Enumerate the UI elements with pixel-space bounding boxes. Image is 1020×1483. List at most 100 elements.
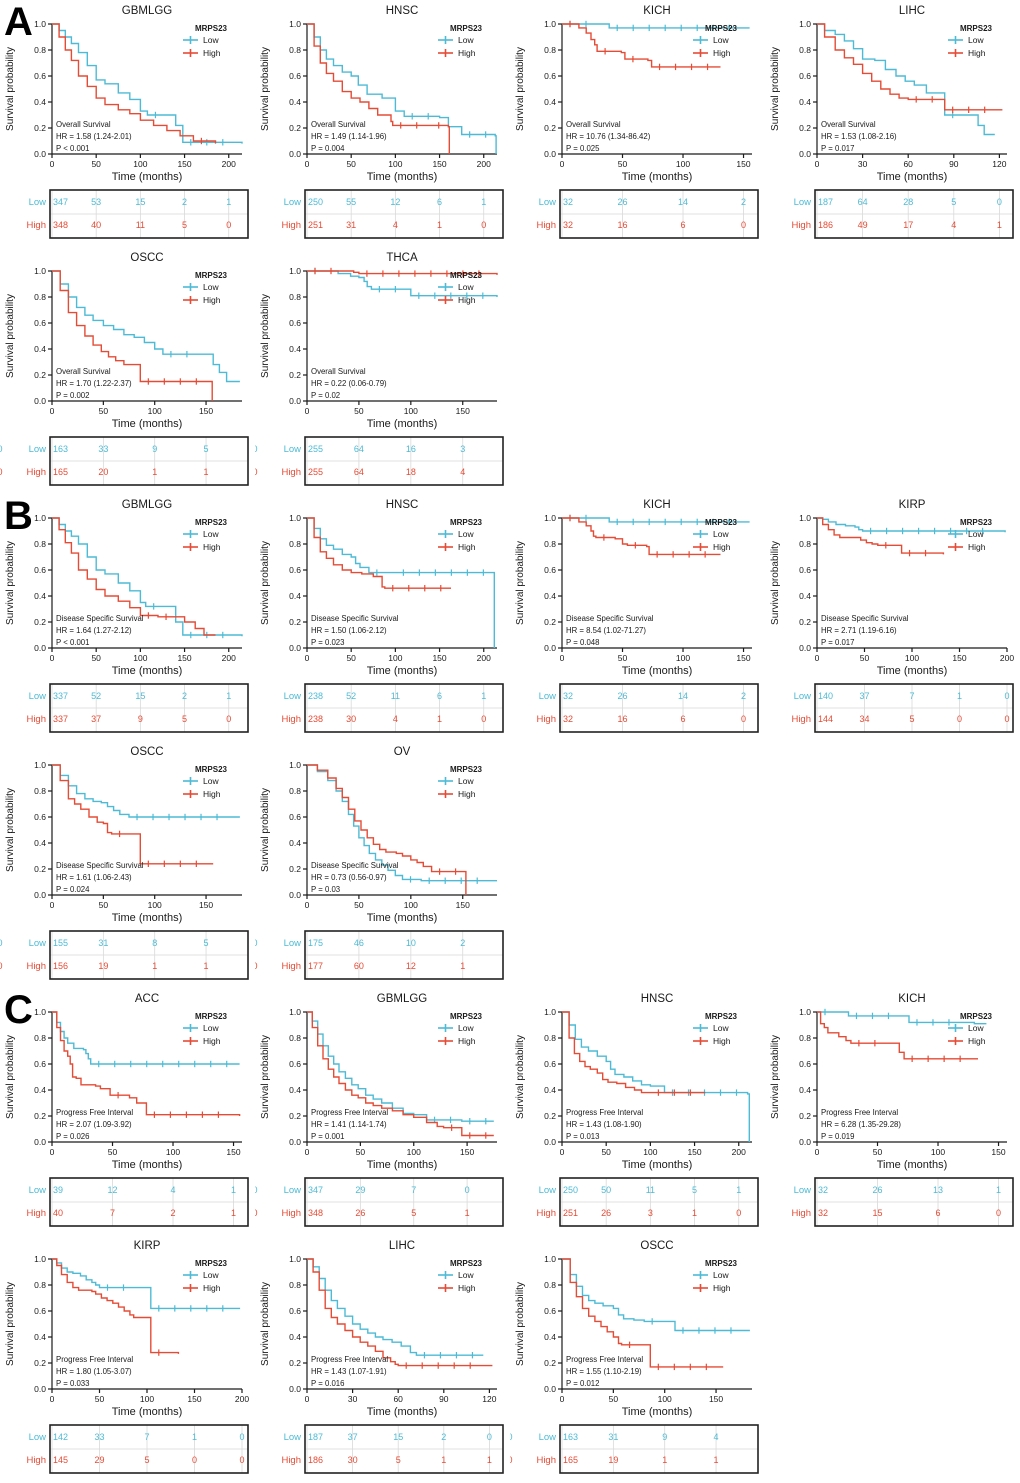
y-axis-label: Survival probability [260,1035,271,1119]
y-tick-label: 1.0 [34,513,46,523]
y-tick-label: 0.8 [34,1280,46,1290]
y-tick-label: 0.0 [34,1384,46,1394]
risk-row-label: Low [284,444,302,455]
y-tick-label: 0.8 [289,786,301,796]
risk-count: 20 [98,467,108,477]
risk-count: 5 [182,220,187,230]
risk-count: 1 [662,1455,667,1465]
plot-title: OV [394,746,411,758]
x-axis-label: Time (months) [112,1406,183,1418]
risk-count: 347 [308,1185,323,1195]
y-axis-label: Survival probability [515,1035,526,1119]
y-axis: 1.0 0.8 0.6 0.4 0.2 0.0 [799,513,818,653]
x-axis-label: Time (months) [367,1406,438,1418]
plot-title: HNSC [386,499,419,511]
risk-row-label: Low [539,1432,557,1443]
risk-count: 255 [308,467,323,477]
survival-curve-low [817,23,995,136]
y-tick-label: 0.4 [289,1085,301,1095]
risk-count: 16 [618,714,628,724]
risk-count: 52 [346,691,356,701]
panel-label-A: A [4,0,33,44]
risk-count: 64 [354,444,364,454]
legend-item-label: High [458,48,476,58]
y-tick-label: 0.4 [34,838,46,848]
stats-annotation-line: Overall Survival [821,120,876,129]
stats-annotation: Progress Free Interval HR = 2.07 (1.09-3.… [56,1108,133,1141]
y-axis-label: Survival probability [260,294,271,378]
plot-title: HNSC [386,5,419,17]
risk-count: 4 [951,220,956,230]
legend-item-label: Low [458,1023,474,1033]
x-axis: 0 50 100 150 Time (months) [560,647,752,677]
risk-count: 255 [308,444,323,454]
x-axis-label: Time (months) [112,665,183,677]
legend-title: MRPS23 [450,24,483,33]
legend-title: MRPS23 [450,518,483,527]
y-axis: 1.0 0.8 0.6 0.4 0.2 0.0 [799,1007,818,1147]
stats-annotation-line: Disease Specific Survival [56,614,144,623]
y-tick-label: 0.6 [799,565,811,575]
x-axis-label: Time (months) [367,665,438,677]
stats-annotation-line: HR = 2.07 (1.09-3.92) [56,1120,132,1129]
legend: MRPS23 Low High [438,765,483,799]
x-tick-label: 50 [860,653,870,663]
risk-count: 0 [0,938,3,948]
risk-count: 1 [226,691,231,701]
y-axis-label: Survival probability [5,1035,16,1119]
y-tick-label: 0.8 [799,45,811,55]
risk-count: 26 [618,691,628,701]
risk-count: 6 [936,1208,941,1218]
y-tick-label: 0.2 [544,1111,556,1121]
risk-count: 9 [138,714,143,724]
stats-annotation-line: Overall Survival [566,120,621,129]
y-tick-label: 0.4 [289,591,301,601]
y-axis-label: Survival probability [260,1282,271,1366]
risk-count: 0 [741,714,746,724]
risk-count: 11 [391,691,400,701]
y-axis: 1.0 0.8 0.6 0.4 0.2 0.0 [34,1254,53,1394]
risk-count: 187 [818,197,833,207]
x-tick-label: 150 [226,1147,240,1157]
risk-count: 0 [0,961,3,971]
risk-count: 0 [239,1455,244,1465]
risk-count: 0 [0,467,3,477]
x-tick-label: 100 [133,653,147,663]
stats-annotation-line: HR = 1.70 (1.22-2.37) [56,379,132,388]
x-tick-label: 150 [456,406,470,416]
risk-row-label: High [281,961,301,972]
y-tick-label: 0.0 [799,1137,811,1147]
km-plot-B-HNSC: HNSC 1.0 0.8 0.6 0.4 0.2 0.0 Survival probabili… [260,499,504,733]
x-tick-label: 150 [952,653,966,663]
survival-curve-low [52,1011,240,1065]
x-tick-label: 200 [222,159,236,169]
x-tick-label: 150 [460,1147,474,1157]
plot-title: KICH [643,5,670,17]
risk-count: 32 [563,691,573,701]
x-axis: 0 50 100 150 200 Time (months) [560,1141,752,1171]
risk-count: 1 [152,961,157,971]
risk-count: 55 [346,197,356,207]
risk-count: 32 [563,220,573,230]
legend-item-label: High [713,48,731,58]
x-tick-label: 200 [477,653,491,663]
risk-count: 11 [646,1185,655,1195]
plot-title: GBMLGG [122,499,173,511]
risk-row-label: High [281,220,301,231]
x-tick-label: 100 [388,653,402,663]
x-tick-label: 150 [687,1147,701,1157]
x-tick-label: 100 [148,406,162,416]
risk-count: 0 [1004,714,1009,724]
legend: MRPS23 Low High [438,518,483,552]
censor-marks-high [147,378,197,385]
risk-row-label: High [26,467,46,478]
plot-cell-C-KICH: KICH 1.0 0.8 0.6 0.4 0.2 0.0 Survival probabili… [765,988,1020,1235]
y-tick-label: 0.4 [34,97,46,107]
km-plot-B-KICH: KICH 1.0 0.8 0.6 0.4 0.2 0.0 Survival probabili… [515,499,759,733]
risk-count: 10 [406,938,416,948]
y-axis-label: Survival probability [5,541,16,625]
risk-row-label: Low [284,197,302,208]
stats-annotation-line: HR = 10.76 (1.34-86.42) [566,132,651,141]
legend: MRPS23 Low High [948,24,993,58]
